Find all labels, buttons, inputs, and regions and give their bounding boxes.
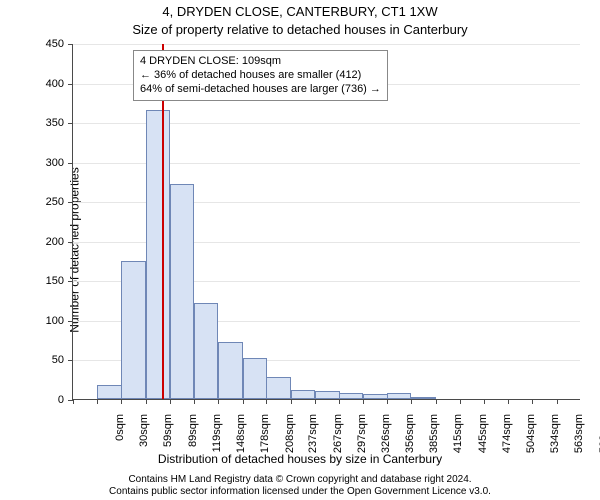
histogram-bar bbox=[266, 377, 290, 399]
histogram-bar bbox=[170, 184, 194, 399]
y-tick-label: 350 bbox=[24, 117, 64, 129]
annotation-box: 4 DRYDEN CLOSE: 109sqm ← 36% of detached… bbox=[133, 50, 388, 101]
histogram-bar bbox=[218, 342, 242, 399]
histogram-bar bbox=[243, 358, 267, 399]
annotation-line1: 4 DRYDEN CLOSE: 109sqm bbox=[140, 55, 381, 69]
y-tick-mark bbox=[68, 281, 73, 282]
histogram-bar bbox=[194, 303, 218, 400]
x-tick-mark bbox=[363, 399, 364, 404]
y-tick-label: 200 bbox=[24, 236, 64, 248]
x-tick-mark bbox=[508, 399, 509, 404]
x-axis-label: Distribution of detached houses by size … bbox=[0, 452, 600, 466]
chart-container: 4, DRYDEN CLOSE, CANTERBURY, CT1 1XW Siz… bbox=[0, 0, 600, 500]
x-tick-mark bbox=[436, 399, 437, 404]
annotation-line2: ← 36% of detached houses are smaller (41… bbox=[140, 69, 381, 83]
y-tick-label: 150 bbox=[24, 275, 64, 287]
histogram-bar bbox=[411, 397, 435, 399]
x-tick-mark bbox=[339, 399, 340, 404]
y-tick-mark bbox=[68, 202, 73, 203]
y-tick-label: 300 bbox=[24, 157, 64, 169]
y-tick-label: 50 bbox=[24, 354, 64, 366]
x-tick-mark bbox=[315, 399, 316, 404]
y-tick-mark bbox=[68, 321, 73, 322]
footer: Contains HM Land Registry data © Crown c… bbox=[0, 474, 600, 498]
histogram-bar bbox=[146, 110, 170, 399]
footer-line2: Contains public sector information licen… bbox=[0, 486, 600, 498]
histogram-bar bbox=[339, 393, 363, 399]
y-tick-mark bbox=[68, 84, 73, 85]
x-tick-mark bbox=[121, 399, 122, 404]
y-tick-label: 450 bbox=[24, 38, 64, 50]
histogram-bar bbox=[315, 391, 339, 399]
histogram-bar bbox=[97, 385, 121, 399]
gridline bbox=[73, 44, 580, 45]
y-tick-label: 0 bbox=[24, 394, 64, 406]
x-tick-mark bbox=[73, 399, 74, 404]
x-tick-mark bbox=[411, 399, 412, 404]
y-tick-label: 100 bbox=[24, 315, 64, 327]
x-tick-mark bbox=[170, 399, 171, 404]
y-tick-label: 400 bbox=[24, 78, 64, 90]
y-tick-mark bbox=[68, 360, 73, 361]
x-tick-mark bbox=[532, 399, 533, 404]
histogram-bar bbox=[363, 394, 387, 399]
x-tick-mark bbox=[460, 399, 461, 404]
x-tick-mark bbox=[266, 399, 267, 404]
x-tick-mark bbox=[243, 399, 244, 404]
x-tick-mark bbox=[557, 399, 558, 404]
x-tick-mark bbox=[218, 399, 219, 404]
y-tick-mark bbox=[68, 163, 73, 164]
y-tick-mark bbox=[68, 44, 73, 45]
x-tick-mark bbox=[146, 399, 147, 404]
footer-line1: Contains HM Land Registry data © Crown c… bbox=[0, 474, 600, 486]
histogram-bar bbox=[387, 393, 411, 399]
x-tick-mark bbox=[291, 399, 292, 404]
histogram-bar bbox=[291, 390, 315, 399]
annotation-line3: 64% of semi-detached houses are larger (… bbox=[140, 83, 381, 97]
chart-title-line2: Size of property relative to detached ho… bbox=[0, 22, 600, 37]
x-tick-mark bbox=[484, 399, 485, 404]
x-tick-mark bbox=[194, 399, 195, 404]
x-tick-mark bbox=[387, 399, 388, 404]
y-tick-label: 250 bbox=[24, 196, 64, 208]
y-tick-mark bbox=[68, 242, 73, 243]
chart-title-line1: 4, DRYDEN CLOSE, CANTERBURY, CT1 1XW bbox=[0, 4, 600, 19]
plot-area: 4 DRYDEN CLOSE: 109sqm ← 36% of detached… bbox=[72, 44, 580, 400]
x-tick-mark bbox=[97, 399, 98, 404]
histogram-bar bbox=[121, 261, 145, 399]
y-tick-mark bbox=[68, 123, 73, 124]
